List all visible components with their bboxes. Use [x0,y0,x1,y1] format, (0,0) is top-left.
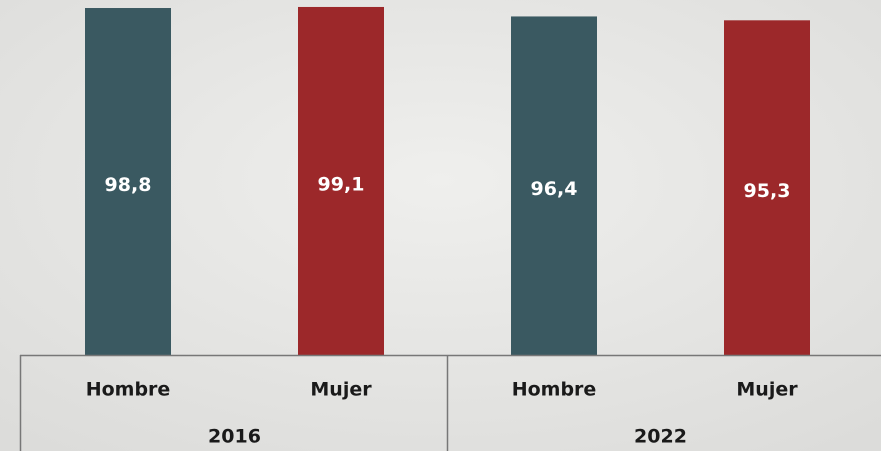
bar [85,8,171,355]
category-label: Hombre [512,379,597,401]
value-label: 95,3 [744,180,791,202]
category-label: Hombre [86,379,171,401]
value-label: 99,1 [318,173,365,195]
bar [298,6,384,355]
group-label: 2016 [208,426,261,448]
category-label: Mujer [736,379,798,401]
bar [724,20,810,356]
group-label: 2022 [634,426,687,448]
bar [511,16,597,355]
plot: 98,8 Hombre 99,1 Mujer 96,4 Hombre 95,3 Mujer 20… [85,6,810,448]
value-label: 98,8 [105,174,152,196]
value-label: 96,4 [531,178,578,200]
category-label: Mujer [310,379,372,401]
